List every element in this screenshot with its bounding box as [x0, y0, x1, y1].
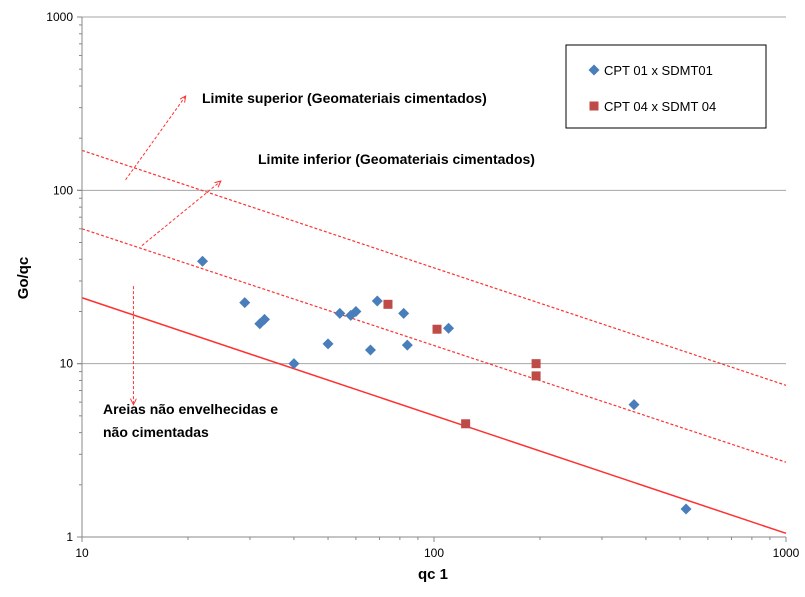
data-point-diamond	[322, 338, 334, 350]
annotation-sands-line1: Areias não envelhecidas e	[103, 401, 278, 417]
data-point-square	[383, 299, 393, 309]
legend-label: CPT 01 x SDMT01	[604, 63, 713, 78]
y-tick-label: 100	[53, 183, 73, 197]
y-tick-label: 1	[66, 530, 73, 544]
annotation-arrow	[141, 181, 221, 246]
y-axis-label: Go/qc	[15, 257, 32, 300]
data-point-diamond	[334, 307, 346, 319]
data-point-square	[461, 419, 471, 429]
data-point-diamond	[259, 313, 271, 325]
data-point-diamond	[350, 305, 362, 317]
legend-label: CPT 04 x SDMT 04	[604, 99, 716, 114]
data-points	[197, 255, 692, 515]
x-tick-label: 1000	[773, 546, 800, 560]
annotation-sands-line2: não cimentadas	[103, 424, 209, 440]
y-tick-label: 10	[60, 357, 74, 371]
reference-line-upper	[81, 149, 787, 386]
reference-line-lower	[81, 297, 787, 535]
legend: CPT 01 x SDMT01 CPT 04 x SDMT 04	[565, 44, 767, 129]
data-point-diamond	[680, 503, 692, 515]
data-point-diamond	[197, 255, 209, 267]
annotations: Limite superior (Geomateriais cimentados…	[103, 90, 535, 440]
data-point-diamond	[401, 339, 413, 351]
data-point-square	[432, 324, 442, 334]
data-point-square	[531, 371, 541, 381]
annotation-upper-limit: Limite superior (Geomateriais cimentados…	[202, 90, 487, 106]
reference-line-middle	[81, 228, 787, 463]
data-point-square	[531, 359, 541, 369]
data-point-diamond	[588, 64, 600, 76]
x-axis-label: qc 1	[418, 566, 448, 583]
legend-box	[565, 44, 767, 129]
data-point-diamond	[364, 344, 376, 356]
data-point-square	[589, 101, 599, 111]
data-point-diamond	[371, 295, 383, 307]
x-tick-label: 10	[75, 546, 89, 560]
data-point-diamond	[239, 297, 251, 309]
data-point-diamond	[398, 307, 410, 319]
gridlines	[82, 16, 786, 365]
data-point-diamond	[443, 322, 455, 334]
reference-lines	[81, 149, 787, 535]
y-tick-label: 1000	[46, 10, 73, 24]
data-point-diamond	[288, 358, 300, 370]
data-point-diamond	[628, 399, 640, 411]
x-tick-label: 100	[424, 546, 444, 560]
annotation-arrow	[125, 96, 186, 181]
annotation-lower-limit: Limite inferior (Geomateriais cimentados…	[258, 151, 535, 167]
